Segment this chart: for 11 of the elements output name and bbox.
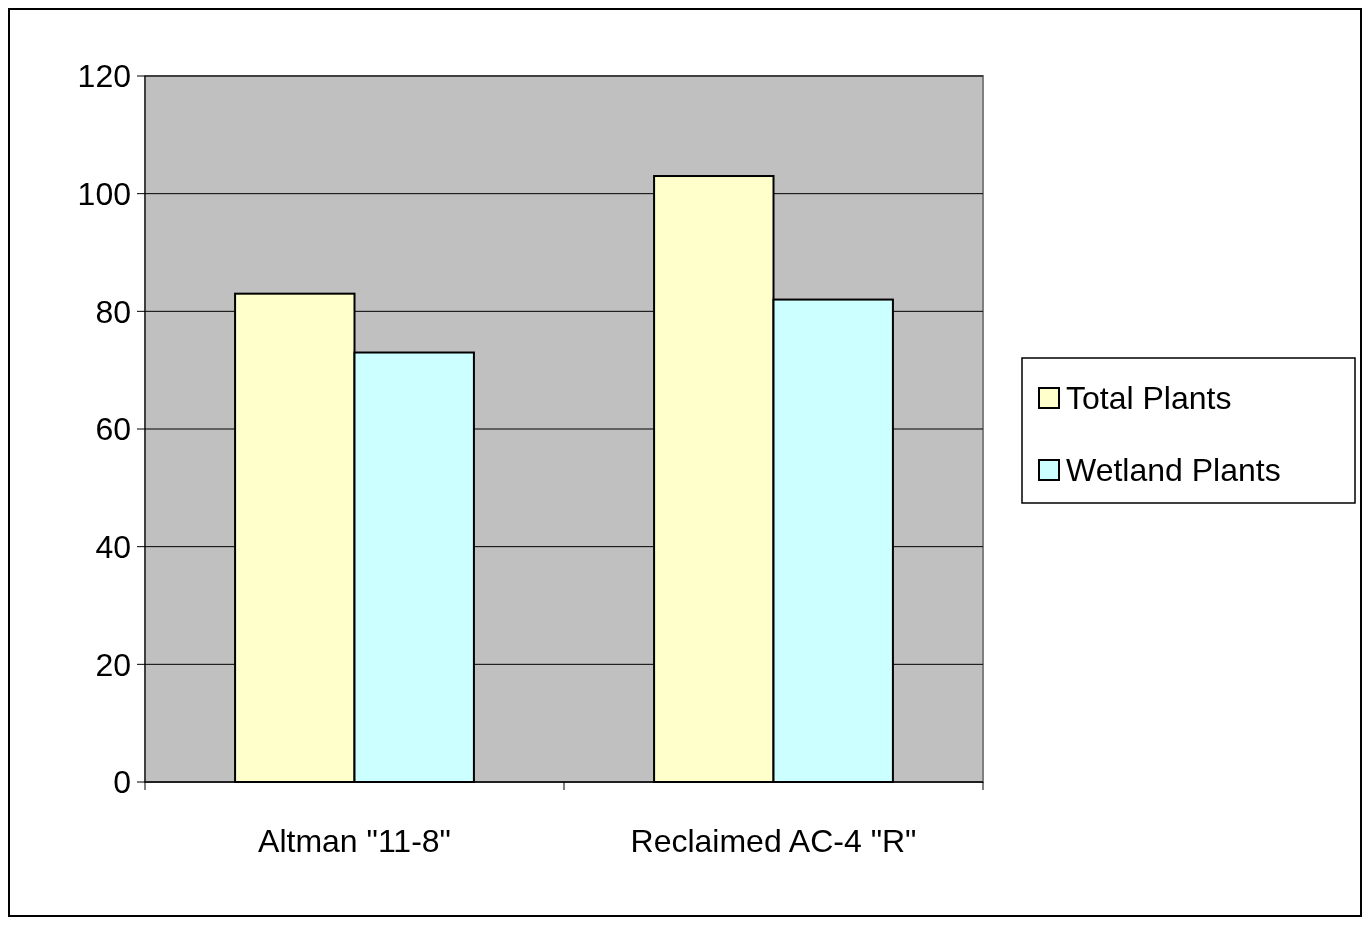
y-tick-label: 20 [95,646,131,683]
x-tick-label: Reclaimed AC-4 "R" [630,823,917,859]
x-tick-label: Altman "11-8" [258,823,451,859]
y-tick-label: 60 [95,411,131,448]
y-tick-label: 80 [95,293,131,330]
y-tick-label: 100 [77,175,131,212]
y-tick-label: 120 [77,58,131,95]
y-tick-label: 40 [95,528,131,565]
legend-label: Total Plants [1066,380,1232,417]
y-tick-label: 0 [113,764,131,801]
legend-label: Wetland Plants [1066,452,1281,489]
